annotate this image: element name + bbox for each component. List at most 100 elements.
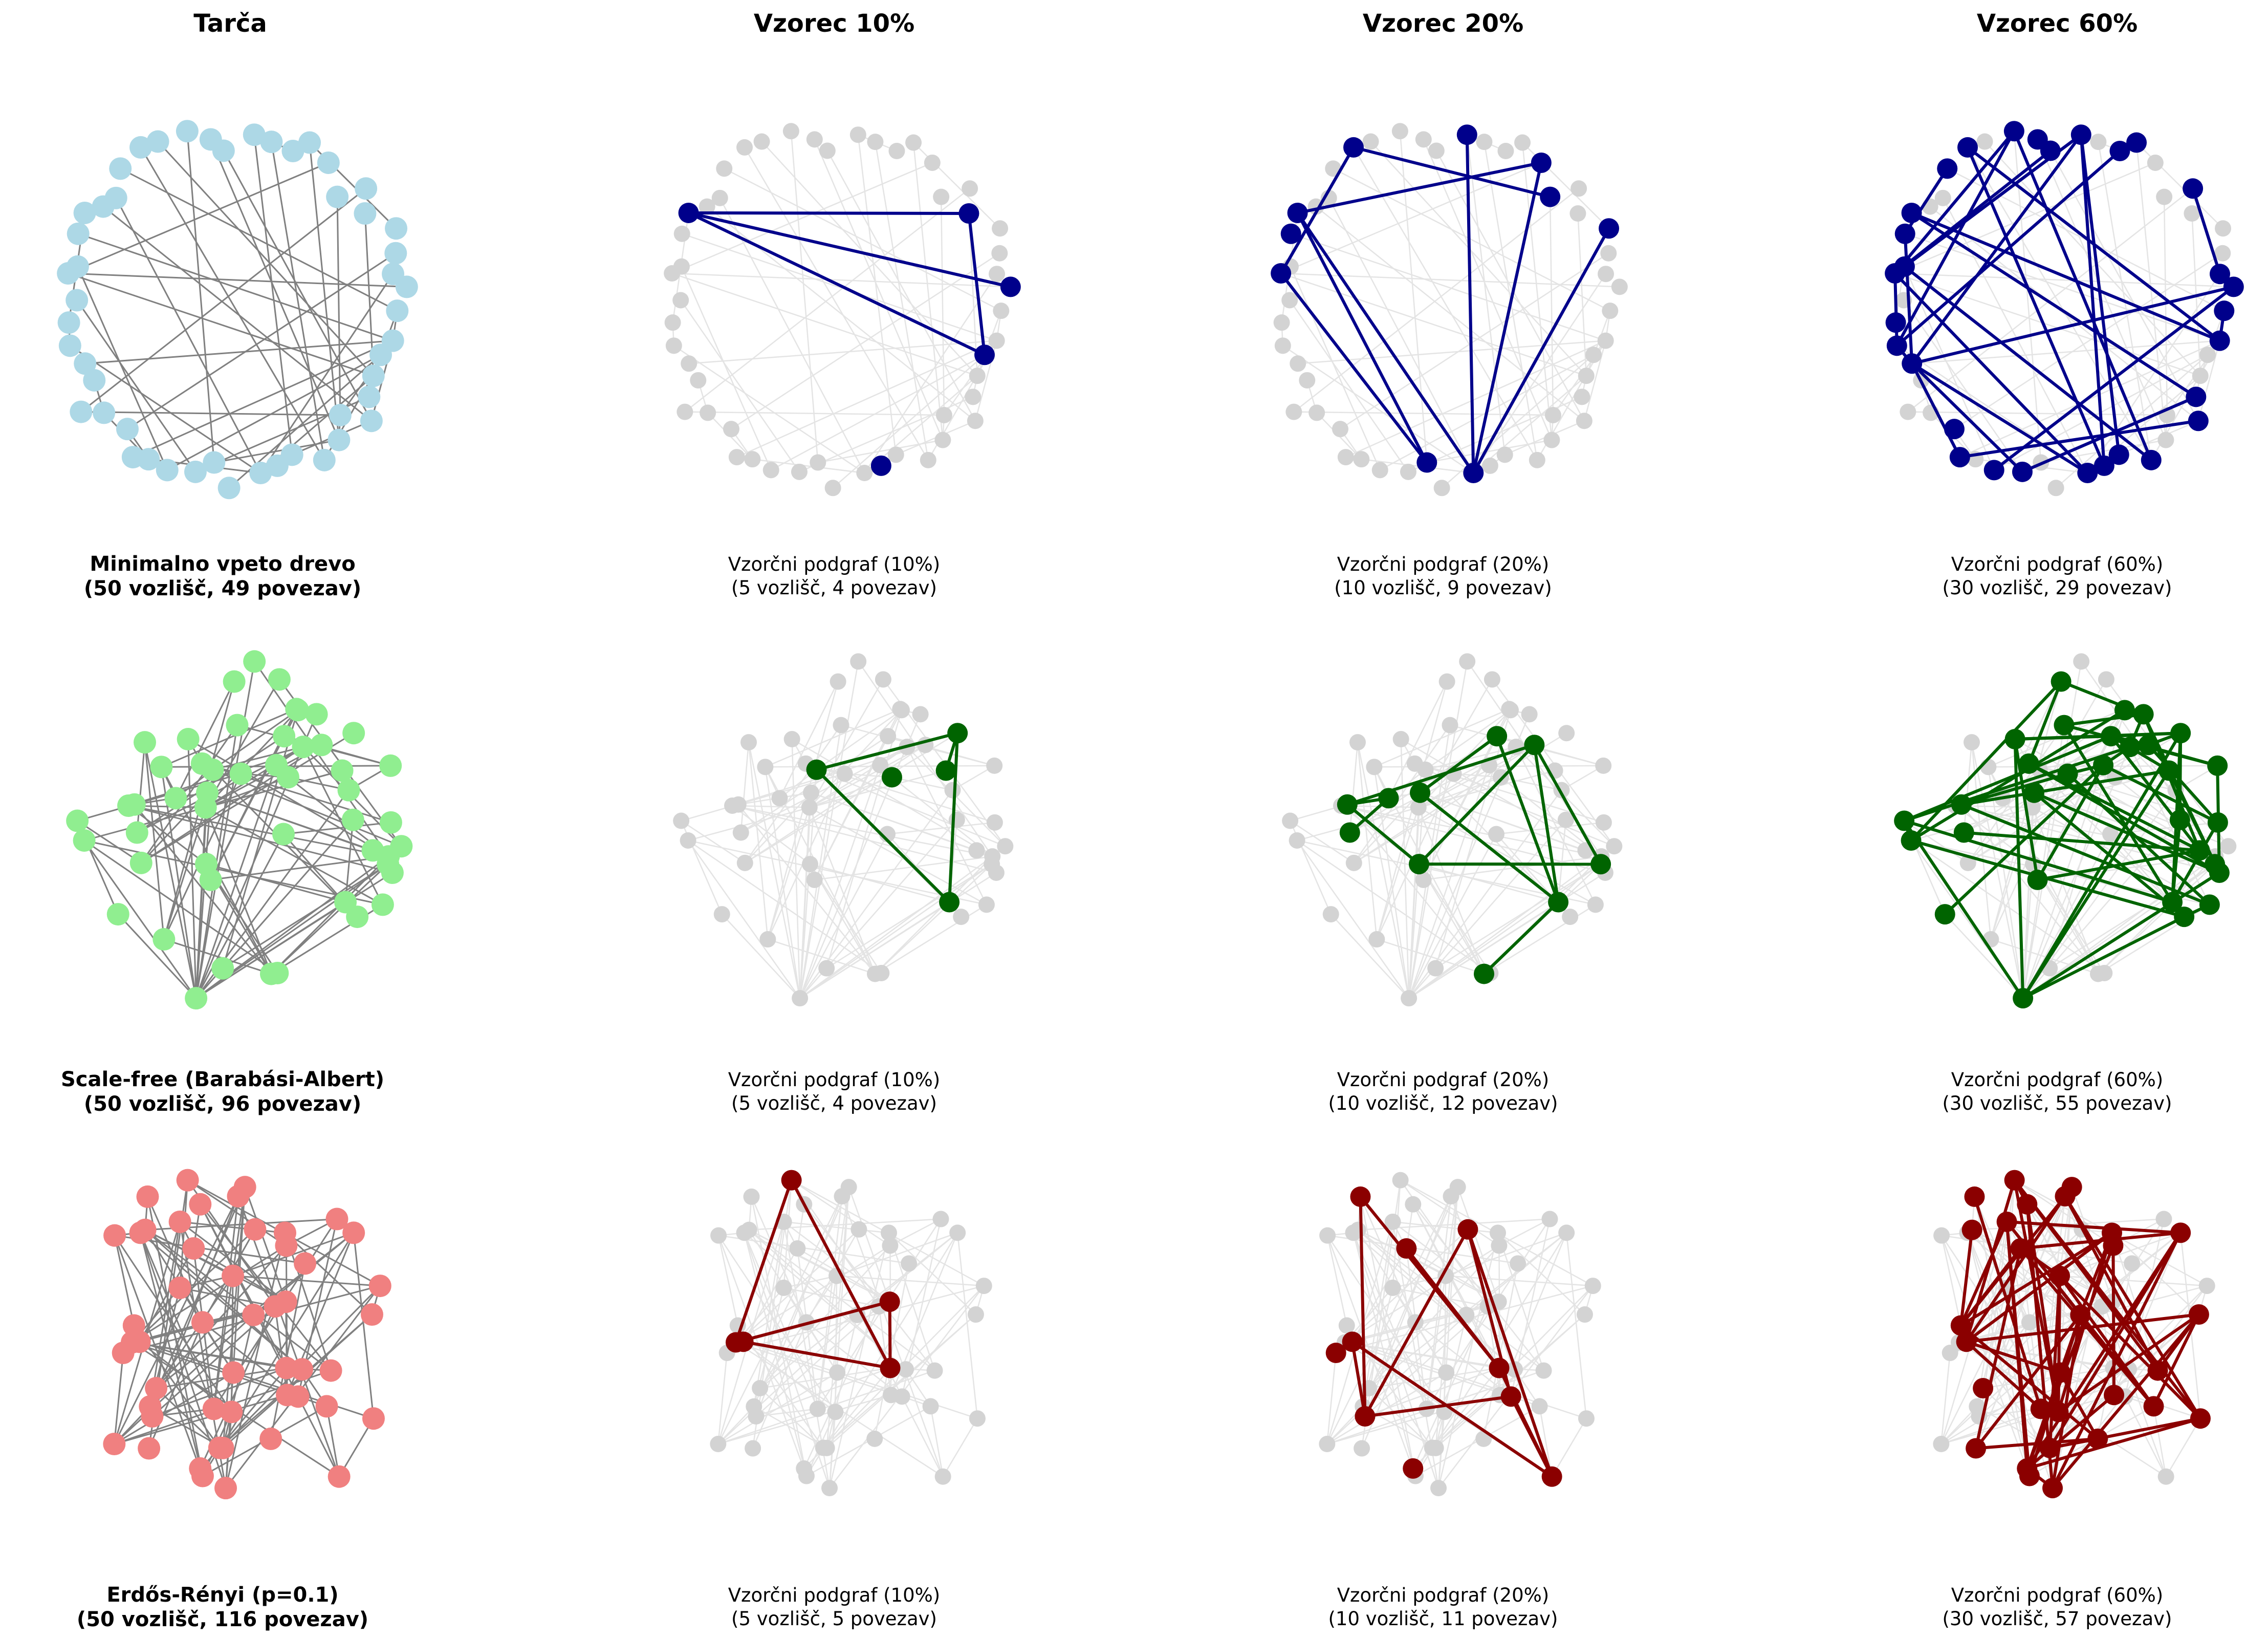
graph-edge (1894, 162, 2156, 274)
graph-node (268, 668, 291, 691)
graph-edge (1408, 714, 1530, 999)
graph-edge (1420, 792, 1586, 851)
sample-edge (2033, 791, 2220, 874)
graph-node (893, 1388, 910, 1405)
sample-edge (1482, 901, 1560, 975)
graph-node (229, 762, 252, 785)
graph-edge (270, 1263, 306, 1439)
graph-node (934, 432, 951, 448)
graph-node (2199, 347, 2216, 363)
graph-node (264, 1295, 287, 1318)
graph-edge (140, 724, 238, 864)
graph-edge (77, 820, 142, 864)
graph-scale-free-sample-60 (1894, 653, 2237, 1009)
graph-edge (783, 1287, 879, 1307)
graph-edge (2165, 1418, 2201, 1477)
graph-edge (230, 1276, 234, 1412)
graph-node (106, 903, 129, 926)
sample-edge (1903, 233, 1914, 364)
graph-node (967, 1306, 984, 1323)
graph-edge (2129, 746, 2211, 905)
graph-node (730, 796, 747, 813)
graph-edge (270, 141, 325, 461)
sample-edge (2152, 1313, 2200, 1407)
sample-node (2087, 1428, 2108, 1449)
graph-edge (113, 1221, 181, 1444)
graph-edge (1944, 914, 2024, 999)
graph-node (1332, 421, 1348, 438)
graph-node (752, 1380, 769, 1397)
graph-node (806, 131, 823, 148)
graph-edge (874, 1263, 910, 1439)
graph-edge (1340, 252, 1609, 430)
graph-edge (1967, 1233, 2031, 1476)
sample-edge (1365, 1395, 1512, 1418)
column-title-sample-20: Vzorec 20% (1362, 9, 1524, 38)
graph-edge (2136, 142, 2223, 229)
sample-node (1000, 276, 1021, 297)
graph-edge (1401, 738, 1602, 857)
sample-node (1957, 137, 1978, 158)
sample-node (1996, 1211, 2017, 1232)
graph-edge (1894, 272, 2201, 377)
graph-edge (731, 252, 1000, 430)
sample-edge (2110, 735, 2170, 772)
sample-node (806, 759, 827, 780)
graph-node (745, 1440, 761, 1457)
graph-edge (2135, 142, 2167, 440)
graph-edge (799, 901, 950, 999)
graph-edge (68, 272, 407, 288)
graph-edge (1289, 299, 1409, 472)
graph-edge (803, 1204, 935, 1371)
graph-node (57, 311, 80, 334)
sample-node (1937, 158, 1958, 179)
graph-edge (1399, 131, 1428, 463)
sample-node (2042, 1478, 2063, 1499)
graph-edge (260, 273, 394, 473)
graph-edge (1354, 744, 1535, 864)
graph-scale-free-sample-20 (1282, 653, 1623, 1007)
sample-node (1337, 794, 1358, 815)
graph-node (1497, 142, 1514, 159)
graph-edge (1963, 742, 1973, 833)
sample-node (1961, 1219, 1982, 1240)
sample-node (1934, 904, 1955, 925)
sample-node (2093, 754, 2114, 775)
sample-node (1983, 460, 2004, 481)
graph-edge (114, 1372, 234, 1445)
graph-node (125, 821, 148, 844)
graph-edge (1895, 272, 2234, 288)
graph-node (1543, 432, 1560, 448)
graph-edge (1400, 1179, 1500, 1246)
graph-edge (1353, 1232, 1427, 1409)
graph-node (342, 722, 365, 745)
graph-node (1384, 1279, 1401, 1296)
graph-edge (783, 1221, 890, 1303)
graph-node (926, 1362, 943, 1379)
sample-node (1894, 223, 1915, 244)
graph-node (664, 314, 681, 331)
sample-edge (1533, 744, 1602, 865)
graph-edge (1357, 1229, 1544, 1371)
graph-node (328, 428, 351, 451)
sample-node (1901, 830, 1922, 851)
caption-scale-free-sample-10: Vzorčni podgraf (10%) (5 vozlišč, 4 pove… (578, 1068, 1090, 1115)
graph-node (358, 385, 381, 408)
graph-node (1544, 406, 1561, 423)
graph-node (1319, 1227, 1336, 1244)
graph-node (1349, 1221, 1366, 1238)
graph-node (152, 928, 176, 951)
graph-node (991, 245, 1008, 262)
graph-edge (799, 864, 992, 999)
graph-edge (1360, 1196, 1416, 1323)
sample-edge (2191, 188, 2221, 275)
graph-node (984, 856, 1000, 873)
graph-edge (1282, 345, 1474, 474)
graph-node (2198, 1278, 2215, 1295)
graph-node (129, 851, 152, 874)
caption-line-1: Vzorčni podgraf (10%) (728, 1069, 941, 1091)
caption-scale-free-sample-20: Vzorčni podgraf (20%) (10 vozlišč, 12 po… (1187, 1068, 1699, 1115)
graph-node (824, 480, 841, 497)
sample-edge (1359, 1196, 1367, 1417)
graph-node (840, 1179, 857, 1196)
